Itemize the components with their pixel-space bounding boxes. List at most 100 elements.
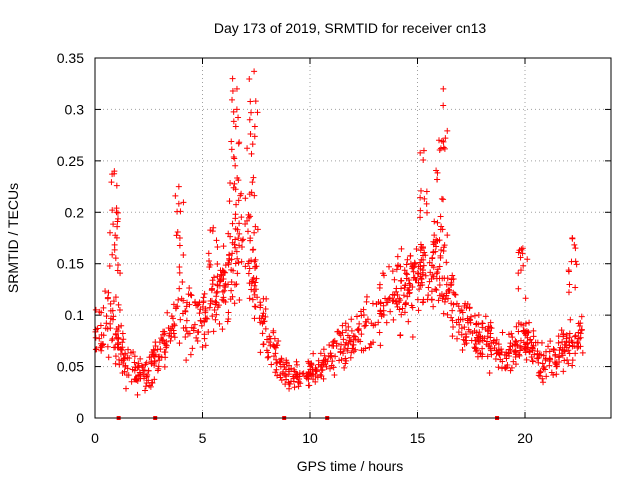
data-point xyxy=(461,341,468,348)
data-point xyxy=(212,301,219,308)
data-point xyxy=(434,219,441,226)
data-point xyxy=(230,267,237,274)
data-point xyxy=(352,346,359,353)
data-point xyxy=(250,246,257,253)
data-point xyxy=(305,382,312,389)
data-point xyxy=(376,281,383,288)
data-point xyxy=(439,295,446,302)
data-point xyxy=(524,340,531,347)
data-point xyxy=(98,342,105,349)
data-point xyxy=(252,263,259,270)
data-point xyxy=(425,292,432,299)
data-point xyxy=(158,335,165,342)
data-point xyxy=(210,328,217,335)
data-point xyxy=(180,251,187,258)
data-point xyxy=(568,337,575,344)
data-point xyxy=(415,307,422,314)
data-point xyxy=(370,339,377,346)
data-point xyxy=(217,278,224,285)
data-point xyxy=(220,297,227,304)
data-point xyxy=(142,387,149,394)
data-point xyxy=(430,303,437,310)
data-point xyxy=(434,269,441,276)
data-point xyxy=(512,347,519,354)
data-point xyxy=(103,320,110,327)
data-point xyxy=(407,252,414,259)
data-point xyxy=(107,300,114,307)
data-point xyxy=(110,298,117,305)
data-point xyxy=(517,254,524,261)
data-point xyxy=(421,195,428,202)
data-point xyxy=(417,263,424,270)
data-point xyxy=(333,340,340,347)
data-point xyxy=(571,241,578,248)
data-point xyxy=(245,211,252,218)
data-point xyxy=(174,229,181,236)
data-point xyxy=(149,379,156,386)
data-point xyxy=(234,270,241,277)
data-point xyxy=(111,246,118,253)
data-point xyxy=(161,363,168,370)
data-point xyxy=(330,338,337,345)
data-point xyxy=(225,230,232,237)
data-point xyxy=(530,327,537,334)
data-point xyxy=(115,301,122,308)
data-point xyxy=(202,315,209,322)
data-point xyxy=(248,189,255,196)
data-point xyxy=(423,200,430,207)
data-point xyxy=(230,118,237,125)
data-point xyxy=(237,192,244,199)
data-point xyxy=(412,276,419,283)
data-point xyxy=(246,75,253,82)
data-point xyxy=(548,369,555,376)
data-point xyxy=(228,287,235,294)
data-point xyxy=(497,356,504,363)
data-point xyxy=(492,355,499,362)
data-point xyxy=(148,358,155,365)
data-point xyxy=(428,288,435,295)
data-point xyxy=(343,357,350,364)
data-point xyxy=(472,345,479,352)
data-point xyxy=(109,335,116,342)
data-point xyxy=(368,320,375,327)
data-point xyxy=(183,317,190,324)
data-point xyxy=(309,366,316,373)
data-point xyxy=(458,325,465,332)
data-point xyxy=(525,344,532,351)
data-point xyxy=(233,106,240,113)
data-point xyxy=(507,347,514,354)
data-point xyxy=(440,144,447,151)
data-point xyxy=(145,367,152,374)
data-point xyxy=(214,304,221,311)
data-point xyxy=(375,299,382,306)
data-point xyxy=(553,371,560,378)
data-point xyxy=(233,85,240,92)
data-point xyxy=(410,264,417,271)
data-point xyxy=(575,335,582,342)
data-point xyxy=(566,330,573,337)
data-point xyxy=(142,383,149,390)
data-point xyxy=(330,364,337,371)
data-point xyxy=(523,356,530,363)
data-point xyxy=(119,369,126,376)
data-point xyxy=(495,364,502,371)
data-point xyxy=(96,335,103,342)
data-point xyxy=(247,131,254,138)
data-point xyxy=(220,276,227,283)
data-point xyxy=(137,355,144,362)
data-point xyxy=(331,371,338,378)
data-point xyxy=(520,322,527,329)
data-point xyxy=(372,321,379,328)
grid-lines xyxy=(95,58,611,418)
data-point xyxy=(317,350,324,357)
data-point xyxy=(236,230,243,237)
data-point xyxy=(516,247,523,254)
data-point xyxy=(198,322,205,329)
data-point xyxy=(217,277,224,284)
data-point xyxy=(104,343,111,350)
data-point xyxy=(128,378,135,385)
data-point xyxy=(537,373,544,380)
data-point xyxy=(539,360,546,367)
data-point xyxy=(218,271,225,278)
data-point xyxy=(288,365,295,372)
